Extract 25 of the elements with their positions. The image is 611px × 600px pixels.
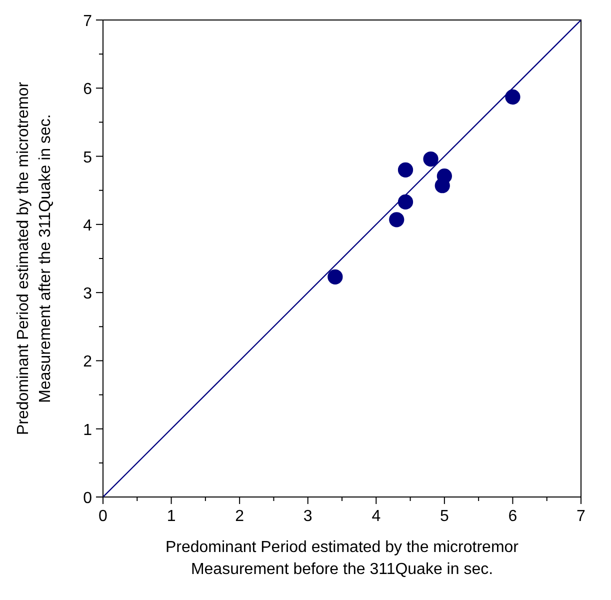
point [398, 194, 414, 210]
y-tick-label: 4 [83, 217, 92, 234]
x-axis-title: Predominant Period estimated by the microtremor Measurement before the 311Quake in sec. [165, 539, 520, 578]
x-tick-label: 2 [235, 508, 244, 525]
x-tick-label: 7 [576, 508, 586, 525]
x-tick-label: 0 [98, 508, 108, 525]
y-tick-label: 1 [83, 422, 92, 439]
point [328, 269, 343, 284]
point [505, 89, 520, 105]
point [398, 162, 414, 178]
x-tick-label: 5 [440, 508, 449, 525]
y-tick-label: 7 [83, 13, 92, 30]
x-tick-label: 3 [303, 508, 312, 525]
point [423, 151, 438, 167]
y-tick-label: 0 [83, 490, 92, 507]
x-tick-label: 6 [508, 508, 518, 525]
y-tick-label: 2 [83, 354, 92, 371]
x-tick-label: 1 [166, 508, 176, 525]
y-axis-title: Predominant Period estimated by the microtremor Measurement after the 311Quake in sec. [15, 81, 54, 436]
point [389, 212, 404, 228]
y-tick-label: 6 [83, 81, 92, 98]
x-tick-label: 4 [372, 508, 381, 525]
y-tick-label: 5 [83, 149, 92, 166]
y-tick-label: 3 [83, 286, 92, 303]
point [436, 168, 452, 184]
